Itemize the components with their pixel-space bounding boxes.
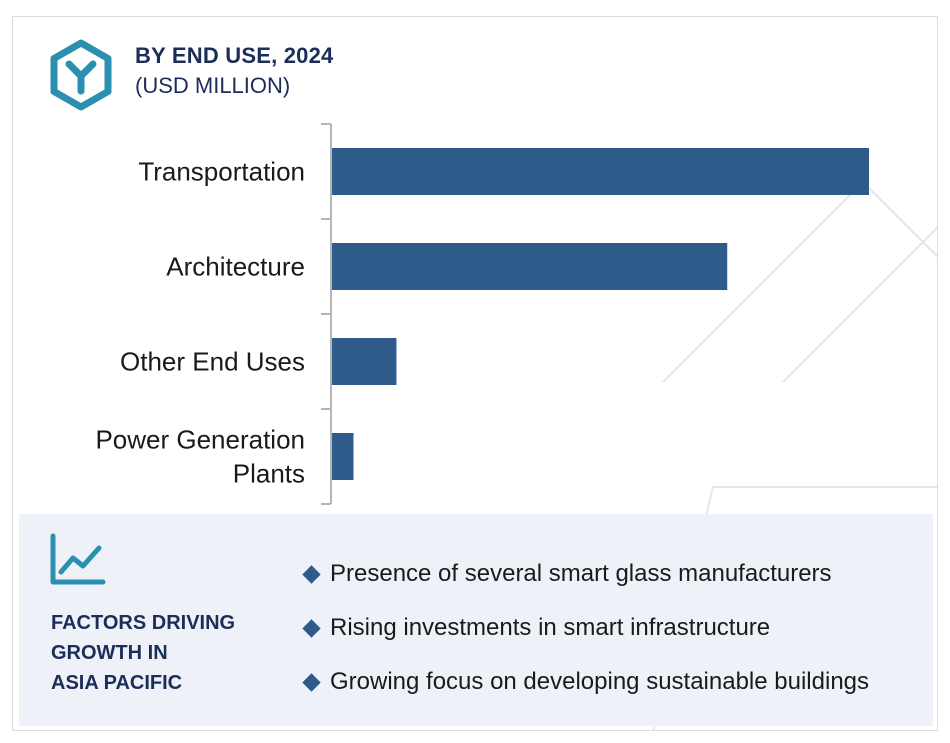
- chart-title: BY END USE, 2024: [135, 43, 334, 68]
- bar: [332, 433, 354, 480]
- factors-panel: FACTORS DRIVING GROWTH IN ASIA PACIFIC P…: [19, 514, 933, 726]
- factor-item: Rising investments in smart infrastructu…: [301, 614, 770, 642]
- factor-text: Growing focus on developing sustainable …: [330, 668, 870, 695]
- category-label: Power Generation Plants: [95, 425, 305, 489]
- category-label-line: Transportation: [138, 157, 305, 187]
- diamond-bullet-icon: [302, 672, 321, 692]
- factor-text: Rising investments in smart infrastructu…: [330, 614, 771, 641]
- factor-item: Growing focus on developing sustainable …: [301, 668, 869, 696]
- bar: [332, 148, 869, 195]
- diamond-bullet-icon: [302, 618, 321, 638]
- category-label: Other End Uses: [120, 347, 305, 377]
- category-label-line: Power Generation: [95, 425, 305, 455]
- bar: [332, 243, 728, 290]
- infographic-card: BY END USE, 2024 (USD MILLION) Transport…: [12, 16, 938, 731]
- factors-title-line: GROWTH IN: [51, 642, 168, 664]
- category-label-line: Other End Uses: [120, 347, 305, 377]
- factors-title-line: ASIA PACIFIC: [51, 672, 183, 694]
- factors-title: FACTORS DRIVING GROWTH IN ASIA PACIFIC: [51, 608, 281, 698]
- factor-item: Presence of several smart glass manufact…: [301, 560, 832, 588]
- category-label-line: Plants: [233, 459, 305, 489]
- hexagon-y-logo-icon: [50, 39, 112, 111]
- category-label: Architecture: [166, 252, 305, 282]
- diamond-bullet-icon: [302, 564, 321, 584]
- chart-subtitle: (USD MILLION): [135, 73, 291, 98]
- category-label-line: Architecture: [166, 252, 305, 282]
- bar: [332, 338, 397, 385]
- category-label: Transportation: [138, 157, 305, 187]
- factors-title-line: FACTORS DRIVING: [51, 612, 236, 634]
- bar-chart: Transportation Architecture Other End Uses…: [95, 123, 869, 505]
- trend-line-chart-icon: [50, 533, 106, 585]
- factor-text: Presence of several smart glass manufact…: [330, 560, 832, 587]
